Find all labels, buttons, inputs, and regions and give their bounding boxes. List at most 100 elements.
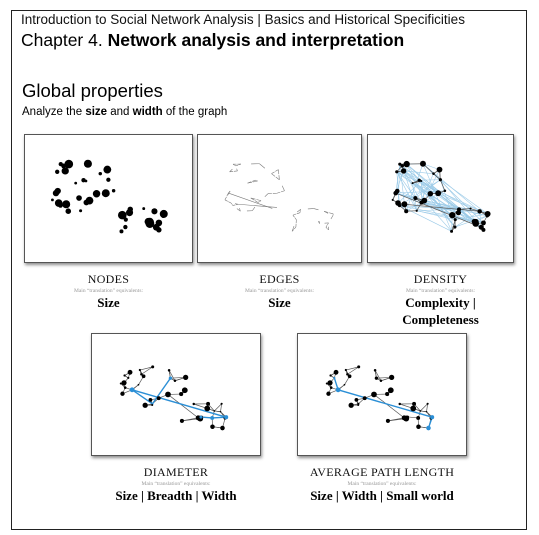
network-node [151,403,154,407]
network-edge [324,211,329,214]
network-node [329,374,332,377]
network-edge [239,207,241,212]
network-edge [291,225,295,232]
nodes-caption: NODES Main “translation” equivalents: Si… [24,272,193,311]
network-edge [395,192,482,228]
network-edge [345,366,359,371]
network-edge [296,212,301,215]
network-node [416,424,421,429]
network-node [161,213,166,219]
network-edge [426,403,428,412]
network-node [430,415,435,420]
network-edge [139,366,153,371]
density-edge [415,179,441,199]
network-node [210,416,215,420]
edges-caption: EDGES Main “translation” equivalents: Si… [197,272,362,311]
network-node [346,373,349,376]
density-edge [454,215,488,228]
density-caption: DENSITY Main “translation” equivalents: … [367,272,514,328]
network-node [98,171,103,176]
network-edge [238,203,278,208]
path-edge [131,389,227,418]
density-edge [395,192,459,213]
network-node [387,387,394,394]
apl-title: AVERAGE PATH LENGTH [309,465,455,479]
apl-caption: AVERAGE PATH LENGTH Main “translation” e… [282,465,482,504]
network-node [478,224,484,230]
network-edge [275,176,280,180]
diameter-caption: DIAMETER Main “translation” equivalents:… [91,465,261,504]
diameter-note: Main “translation” equivalents: [141,481,211,487]
network-node [477,209,482,214]
network-node [335,387,341,393]
network-edge [236,208,241,212]
network-node [455,210,462,216]
network-node [92,190,101,198]
network-edge [281,185,285,191]
network-edge [214,410,221,413]
network-node [401,201,408,208]
network-node [453,225,457,229]
network-node [404,209,409,214]
density-edge [399,179,441,206]
nodes-illustration [24,134,193,263]
network-node [168,376,173,380]
network-node [220,425,225,431]
network-node [123,224,128,230]
network-node [79,209,83,213]
diameter-illustration [91,333,261,456]
network-node [398,402,402,406]
network-node [385,418,390,423]
network-node [144,217,153,226]
network-node [450,229,454,233]
network-node [344,368,347,372]
network-edge [228,192,273,209]
network-edge [293,226,297,230]
network-node [137,383,140,386]
network-node [405,415,409,419]
network-node [126,209,134,217]
nodes-title: NODES [87,272,130,286]
network-node [62,200,71,209]
density-edge [479,211,482,228]
network-node [106,177,111,182]
network-node [151,208,158,215]
density-edge [397,180,422,204]
path-edge [151,377,172,405]
density-edge [422,163,480,212]
network-node [419,160,426,167]
density-edge [440,179,488,215]
density-note: Main “translation” equivalents: [405,288,476,294]
density-edge [412,182,453,216]
density-edge [403,170,434,174]
network-node [391,198,394,201]
network-node [397,203,402,208]
density-edge [412,182,488,215]
network-edge [347,366,359,375]
density-edge [399,205,452,232]
network-node [401,415,407,421]
network-node [151,365,155,369]
network-node [121,380,127,386]
network-node [485,214,489,218]
network-node [371,391,377,398]
network-edge [232,204,236,206]
network-node [425,410,428,413]
network-node [327,380,333,386]
network-edge [226,192,229,197]
network-node [357,365,361,369]
network-node [206,401,211,406]
network-node [326,391,331,396]
network-edge [141,366,153,375]
network-node [395,170,399,174]
network-node [443,189,447,193]
network-node [373,369,377,372]
network-node [195,415,201,421]
density-edge [421,202,476,224]
network-node [117,210,127,220]
network-node [389,374,395,380]
density-value-2: Completeness [402,312,479,327]
network-node [123,217,128,222]
network-node [155,219,163,227]
network-node [123,374,126,377]
